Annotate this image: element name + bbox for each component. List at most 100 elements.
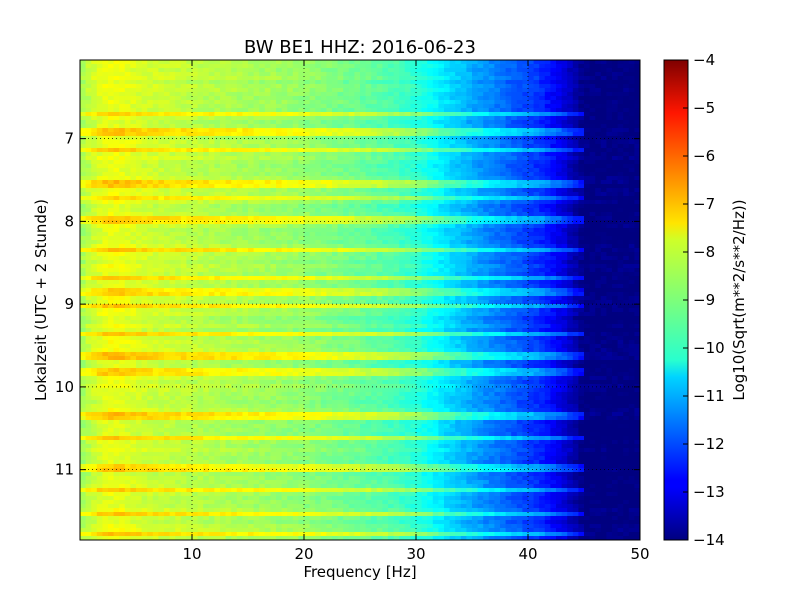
spectrogram-cell [259,212,266,217]
spectrogram-cell [466,96,473,101]
spectrogram-cell [85,232,92,237]
spectrogram-cell [192,252,199,257]
spectrogram-cell [544,60,551,65]
spectrogram-cell [393,192,400,197]
spectrogram-cell [578,160,585,165]
spectrogram-cell [550,88,557,93]
spectrogram-cell [455,188,462,193]
spectrogram-cell [186,204,193,209]
spectrogram-cell [511,152,518,157]
spectrogram-cell [444,188,451,193]
spectrogram-cell [96,104,103,109]
spectrogram-cell [192,256,199,261]
spectrogram-cell [186,240,193,245]
spectrogram-cell [595,160,602,165]
spectrogram-cell [225,244,232,249]
spectrogram-cell [488,152,495,157]
spectrogram-cell [124,148,131,153]
spectrogram-cell [404,176,411,181]
spectrogram-cell [404,208,411,213]
spectrogram-cell [488,144,495,149]
spectrogram-cell [259,244,266,249]
spectrogram-cell [147,136,154,141]
spectrogram-cell [432,112,439,117]
spectrogram-cell [309,92,316,97]
spectrogram-cell [242,192,249,197]
spectrogram-cell [376,192,383,197]
spectrogram-cell [449,224,456,229]
spectrogram-cell [623,160,630,165]
spectrogram-row [80,72,640,77]
spectrogram-cell [500,60,507,65]
spectrogram-cell [270,116,277,121]
spectrogram-cell [516,140,523,145]
spectrogram-cell [287,240,294,245]
spectrogram-cell [270,204,277,209]
spectrogram-cell [225,200,232,205]
spectrogram-cell [483,96,490,101]
spectrogram-row [80,236,640,241]
spectrogram-cell [337,140,344,145]
spectrogram-cell [544,124,551,129]
spectrogram-cell [152,92,159,97]
spectrogram-cell [449,164,456,169]
spectrogram-cell [253,204,260,209]
spectrogram-cell [617,220,624,225]
spectrogram-cell [472,216,479,221]
spectrogram-cell [634,128,640,133]
spectrogram-cell [281,96,288,101]
spectrogram-cell [80,228,87,233]
spectrogram-cell [175,192,182,197]
spectrogram-cell [416,172,423,177]
spectrogram-cell [466,120,473,125]
spectrogram-cell [108,188,115,193]
spectrogram-cell [124,180,131,185]
spectrogram-cell [393,196,400,201]
spectrogram-cell [259,80,266,85]
spectrogram-cell [91,184,98,189]
spectrogram-cell [612,236,619,241]
spectrogram-cell [136,156,143,161]
spectrogram-cell [80,152,87,157]
spectrogram-cell [477,220,484,225]
spectrogram-cell [438,156,445,161]
spectrogram-cell [343,184,350,189]
spectrogram-cell [617,236,624,241]
spectrogram-cell [410,196,417,201]
spectrogram-cell [80,116,87,121]
spectrogram-cell [550,136,557,141]
spectrogram-cell [393,224,400,229]
spectrogram-cell [298,228,305,233]
spectrogram-cell [276,236,283,241]
spectrogram-cell [612,120,619,125]
spectrogram-cell [617,232,624,237]
spectrogram-cell [488,72,495,77]
spectrogram-cell [175,200,182,205]
spectrogram-cell [320,248,327,253]
spectrogram-cell [326,64,333,69]
spectrogram-cell [606,232,613,237]
spectrogram-cell [477,152,484,157]
spectrogram-cell [147,172,154,177]
spectrogram-cell [332,124,339,129]
spectrogram-cell [315,88,322,93]
spectrogram-cell [158,176,165,181]
spectrogram-cell [304,76,311,81]
spectrogram-cell [488,164,495,169]
spectrogram-cell [326,240,333,245]
spectrogram-cell [147,96,154,101]
spectrogram-cell [337,76,344,81]
spectrogram-cell [472,96,479,101]
spectrogram-cell [572,108,579,113]
spectrogram-cell [606,200,613,205]
spectrogram-cell [393,84,400,89]
spectrogram-cell [203,156,210,161]
spectrogram-cell [628,112,635,117]
spectrogram-cell [612,132,619,137]
spectrogram-cell [287,104,294,109]
spectrogram-cell [617,160,624,165]
spectrogram-cell [544,148,551,153]
spectrogram-cell [612,92,619,97]
spectrogram-cell [253,212,260,217]
spectrogram-cell [192,68,199,73]
